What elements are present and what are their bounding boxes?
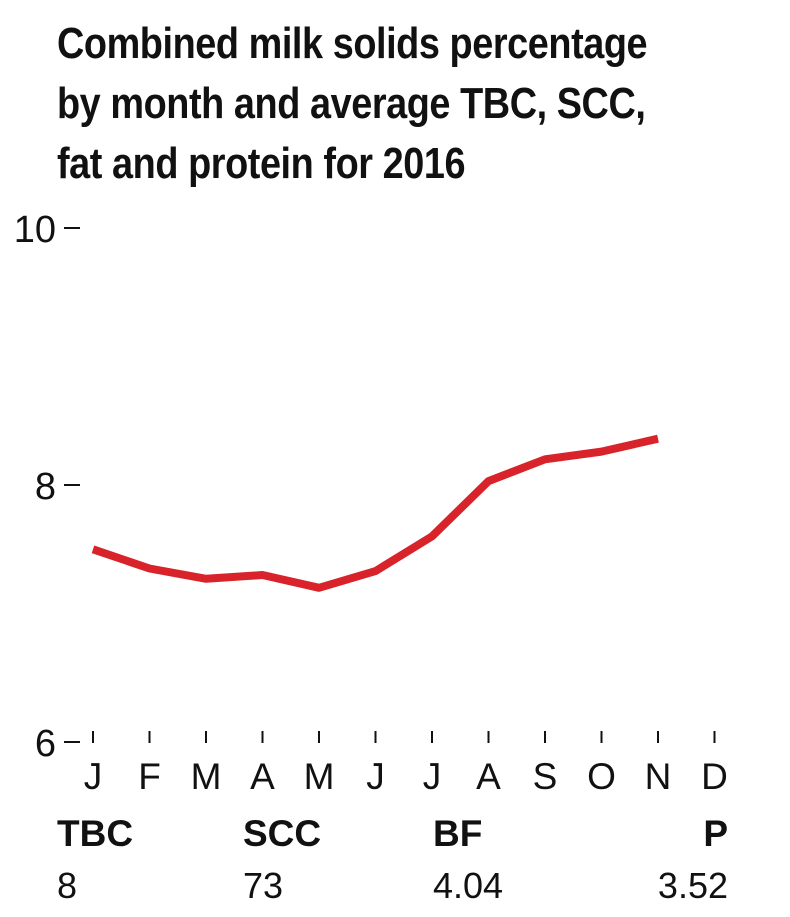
stat-value-p: 3.52 — [657, 865, 728, 906]
stat-scc: SCC 73 — [243, 808, 321, 912]
stats-row: TBC 8 SCC 73 BF 4.04 P 3.52 — [0, 808, 790, 917]
x-tick-label: A — [476, 756, 501, 797]
stat-value-tbc: 8 — [57, 865, 78, 906]
y-tick-label: 8 — [35, 466, 56, 508]
series-group — [91, 434, 659, 592]
x-tick-label: N — [645, 756, 672, 797]
stat-label-p: P — [703, 813, 728, 854]
y-tick-label: 10 — [14, 209, 56, 251]
stat-label-scc: SCC — [243, 813, 322, 854]
chart-title-line-3: fat and protein for 2016 — [57, 139, 466, 188]
x-tick-label: M — [191, 756, 222, 797]
stat-value-bf: 4.04 — [433, 865, 504, 906]
stat-value-scc: 73 — [243, 865, 284, 906]
x-tick-label: D — [701, 756, 728, 797]
x-tick-label: S — [533, 756, 558, 797]
stat-tbc: TBC 8 — [57, 808, 133, 912]
x-tick-label: J — [84, 756, 103, 797]
stat-label-tbc: TBC — [57, 813, 134, 854]
y-axis: 6 8 10 — [14, 209, 80, 765]
chart-title-line-1: Combined milk solids percentage — [57, 19, 648, 68]
x-tick-label: M — [304, 756, 335, 797]
chart-title-line-2: by month and average TBC, SCC, — [57, 79, 646, 128]
chart-title: Combined milk solids percentage by month… — [57, 14, 676, 194]
x-tick-label: J — [423, 756, 442, 797]
stat-label-bf: BF — [433, 813, 483, 854]
y-tick-label: 6 — [35, 723, 56, 765]
x-tick-label: O — [587, 756, 616, 797]
x-tick-label: J — [366, 756, 385, 797]
stat-p: P 3.52 — [658, 808, 728, 912]
series-line — [91, 434, 659, 592]
x-tick-label: F — [138, 756, 161, 797]
stat-bf: BF 4.04 — [433, 808, 503, 912]
x-tick-label: A — [250, 756, 275, 797]
